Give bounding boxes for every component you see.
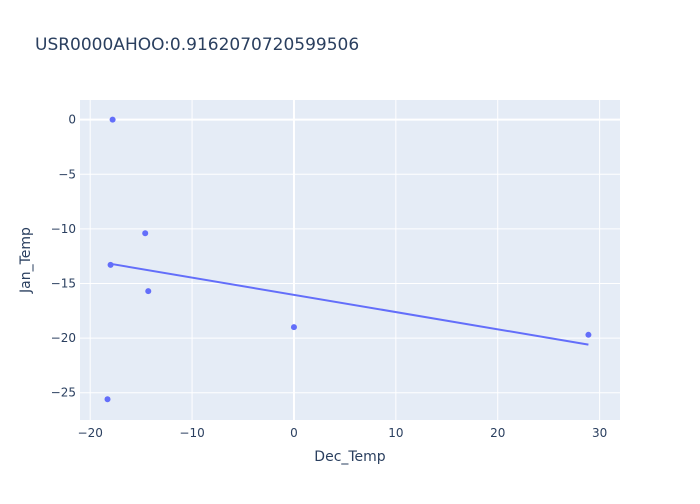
y-tick-label: −15 [51,276,76,290]
y-tick-label: 0 [68,113,76,127]
data-point[interactable] [107,261,114,268]
y-tick-label: −25 [51,386,76,400]
data-point[interactable] [290,324,297,331]
data-point[interactable] [585,331,592,338]
x-tick-label: −10 [179,426,204,440]
y-tick-label: −5 [58,167,76,181]
x-axis-title: Dec_Temp [314,449,386,465]
x-tick-label: 0 [290,426,298,440]
grid-lines [80,100,620,420]
data-point[interactable] [145,288,152,295]
x-tick-label: 20 [490,426,505,440]
data-point[interactable] [142,230,149,237]
data-point[interactable] [109,116,116,123]
chart-title: USR0000AHOO:0.9162070720599506 [35,35,359,55]
x-tick-label: 30 [592,426,607,440]
x-tick-label: 10 [388,426,403,440]
tick-labels: −20 −10 0 10 20 30 0 −5 −10 −15 −20 −25 [51,113,608,440]
y-axis-title: Jan_Temp [18,227,34,294]
trend-line [110,262,589,346]
marker-layer [104,116,592,403]
x-tick-label: −20 [78,426,103,440]
y-tick-label: −10 [51,222,76,236]
y-tick-label: −20 [51,331,76,345]
plot-area [80,100,620,420]
data-point[interactable] [104,396,111,403]
trend-line-layer [110,262,589,346]
